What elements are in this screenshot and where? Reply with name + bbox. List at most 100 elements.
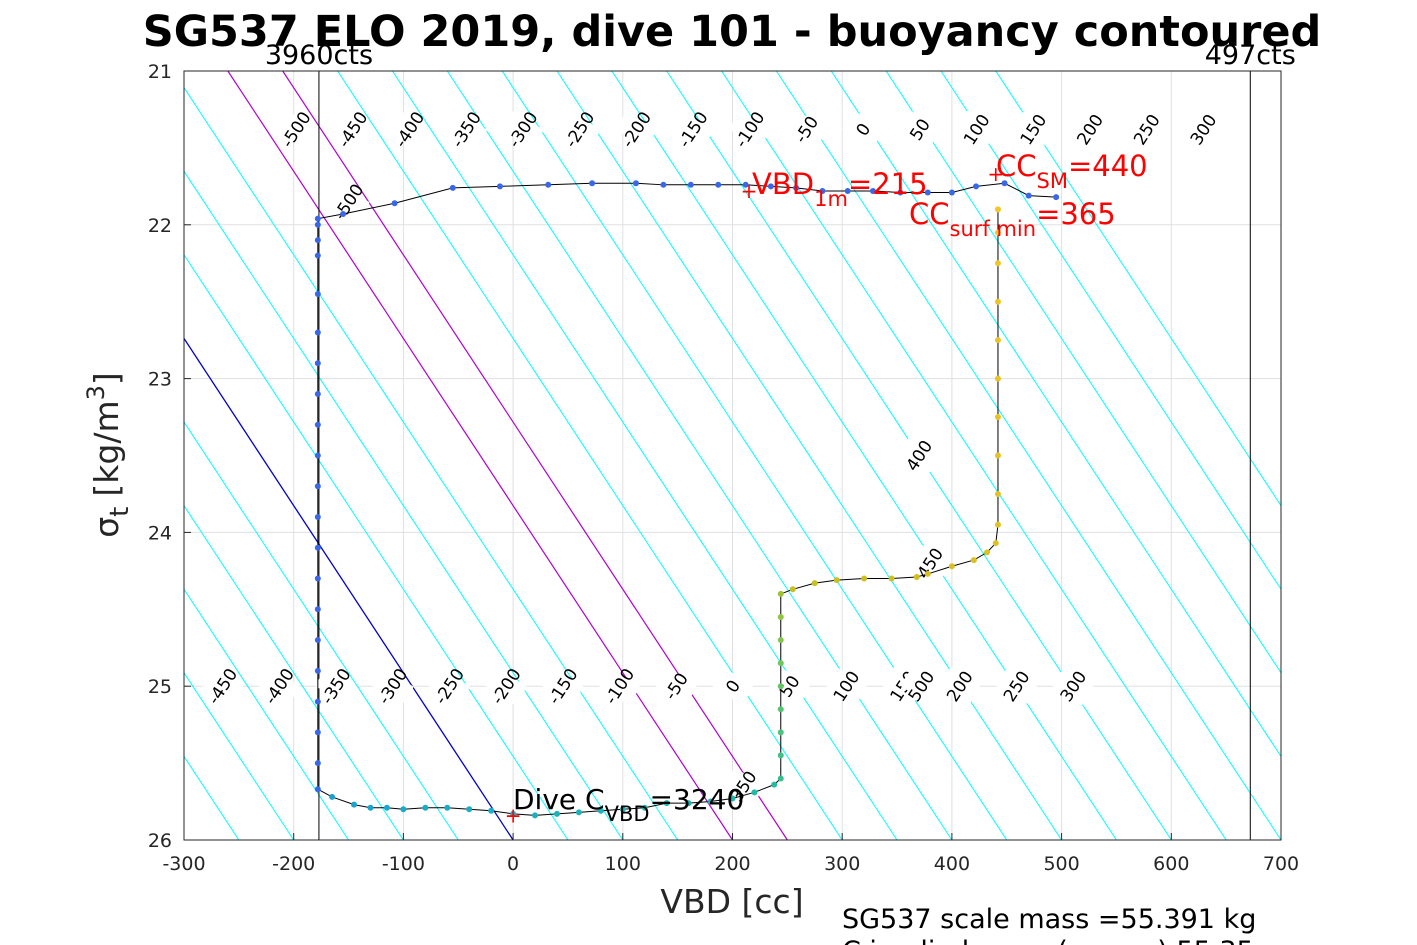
x-tick-label: -200 [272,853,315,875]
data-point [314,252,321,259]
data-point [994,260,1001,267]
contour-line [721,71,1227,840]
data-point [742,181,749,188]
data-point [715,181,722,188]
data-point [314,452,321,459]
data-point [833,577,840,584]
contour-label-bg [722,767,765,806]
data-point [777,613,784,620]
data-point [545,181,552,188]
data-point [994,337,1001,344]
data-point [314,329,321,336]
data-point [777,729,784,736]
contour-line [184,588,349,840]
annotation-main: VBD [752,167,814,201]
contour-label-bg [768,667,811,706]
count-labels: 3960cts 497cts [265,40,1296,71]
data-point [751,789,758,796]
data-point [1001,180,1008,187]
contour-label-bg [995,667,1038,706]
contour-label-bg [327,182,370,221]
contour-line [556,71,1063,840]
contour-label-bg [900,667,943,706]
data-point [913,574,920,581]
contour-labels: -500 -450 -400 -350 -300 -250 -200 -150 -100 -50 0… [201,108,1225,806]
contour-line [392,71,898,840]
contour-label-bg [258,667,301,706]
contour-label-bg [331,110,374,149]
contour-line [940,71,1281,591]
data-point [553,810,560,817]
data-point [314,221,321,228]
contour-line [995,71,1281,507]
contour-line [337,71,843,840]
data-point [575,809,582,816]
data-point [314,637,321,644]
y-tick-label: 25 [148,676,172,698]
data-point [660,181,667,188]
buoyancy-contours [0,71,1281,840]
data-point [589,180,596,187]
x-tick-label: -300 [162,853,205,875]
annotation-marker: + [505,803,522,827]
count-marker-label: 497cts [1205,40,1296,71]
data-point [597,807,604,814]
data-point [391,200,398,207]
contour-label-bg [841,110,885,149]
data-point [488,807,495,814]
data-point [685,800,692,807]
contour-label-bg [201,667,244,706]
contour-label-bg [541,667,584,706]
data-point [632,180,639,187]
data-point [314,360,321,367]
data-point [314,698,321,705]
annotation-text: CCSM=440 [996,149,1148,193]
data-point [897,189,904,196]
data-point [793,184,800,191]
contour-label-bg [908,544,952,583]
data-point [994,490,1001,497]
annotation-main: CC [996,149,1037,183]
data-point [1025,192,1032,199]
data-point [729,795,736,802]
contour-label-bg [388,110,431,149]
y-label-close: ] [87,372,126,385]
contour-label-bg [785,110,828,149]
x-axis-label: VBD [cc] [660,882,803,921]
neutral-contour-line [184,337,514,840]
data-point [777,660,784,667]
annotation-sub: 1m [814,187,848,211]
data-point [466,806,473,813]
y-tick-label: 23 [148,369,172,391]
data-point [314,237,321,244]
contour-line [885,71,1281,674]
data-point [992,540,999,547]
contour-label-bg [728,110,771,149]
data-point [994,375,1001,382]
data-point [314,483,321,490]
data-point [367,804,374,811]
contour-line [0,71,19,840]
series-line [317,182,1057,816]
data-point [819,187,826,194]
contour-line [775,71,1281,840]
contour-label-bg [897,436,941,475]
vbd-series [314,180,1060,819]
data-point [777,706,784,713]
y-tick-label: 24 [148,522,172,544]
data-point [340,211,347,218]
contour-label-bg [825,667,868,706]
annotation-sub: VBD [605,802,650,826]
contour-label-bg [1182,110,1225,149]
contour-label-bg [1125,110,1168,149]
data-point [314,421,321,428]
data-point [994,414,1001,421]
contour-label-bg [955,110,998,149]
contour-label-bg [274,110,317,149]
x-tick-label: 300 [824,853,860,875]
data-point [767,183,774,190]
data-point [400,806,407,813]
data-point [777,590,784,597]
data-point [994,298,1001,305]
